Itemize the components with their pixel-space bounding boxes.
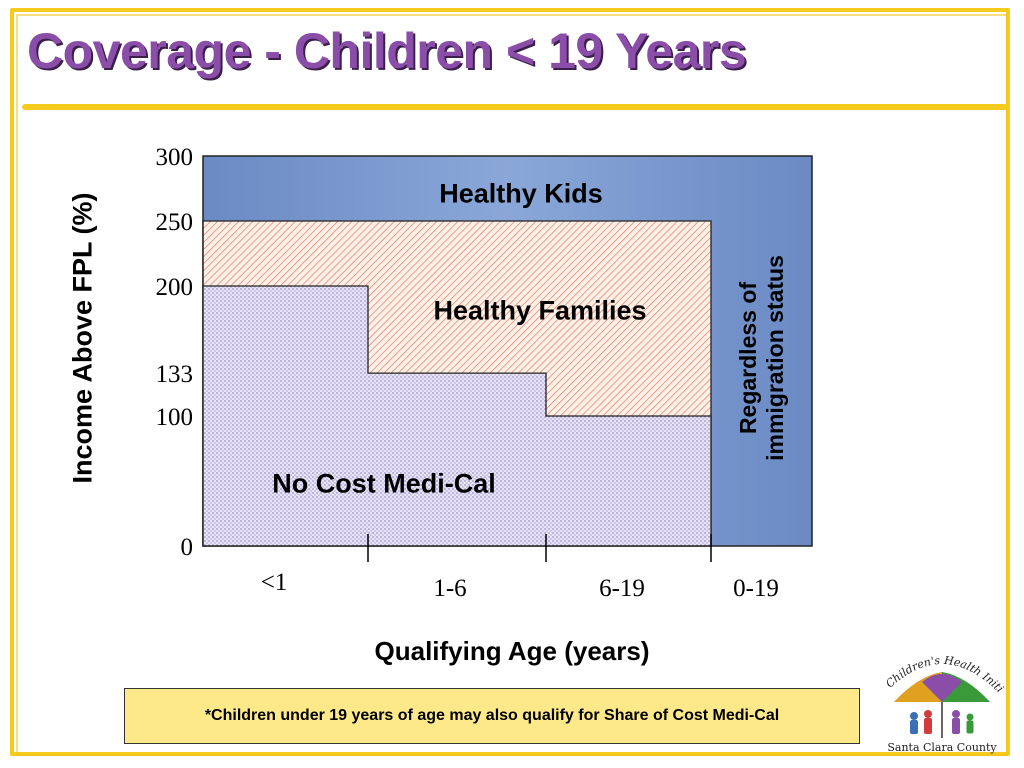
healthy-families-label: Healthy Families: [433, 295, 647, 326]
coverage-chart: 0 100 133 200 250 300 <1 1-6 6-19 0-19: [156, 144, 813, 602]
title-underline: [22, 104, 1008, 110]
childrens-health-initiative-logo: Children's Health Initiative Santa Clara…: [872, 642, 1006, 754]
plot-border: [202, 155, 813, 547]
y-tick-label: 200: [156, 274, 194, 301]
logo-county: Santa Clara County: [887, 741, 997, 754]
x-tick-label: 1-6: [433, 575, 466, 602]
y-tick-label: 0: [181, 534, 194, 561]
healthy-kids-label: Healthy Kids: [439, 178, 603, 209]
y-tick-label: 250: [156, 209, 194, 236]
medi-cal-area: [202, 285, 712, 547]
y-tick-label: 133: [156, 361, 194, 388]
x-tick-label: 0-19: [733, 575, 779, 602]
slide-title: Coverage - Children < 19 Years: [27, 23, 747, 79]
note-line-2: immigration status: [762, 255, 788, 461]
y-tick-label: 300: [156, 144, 194, 171]
medi-cal-label: No Cost Medi-Cal: [272, 468, 496, 499]
x-tick-label: 6-19: [599, 575, 645, 602]
immigration-status-note: Regardless of immigration status: [735, 255, 789, 461]
note-line-1: Regardless of: [735, 281, 761, 435]
y-tick-label: 100: [156, 404, 194, 431]
footnote-box: *Children under 19 years of age may also…: [124, 688, 860, 744]
x-tick-label: <1: [261, 569, 288, 596]
x-axis-label: Qualifying Age (years): [374, 636, 650, 666]
slide-frame-inner: [16, 14, 1008, 756]
